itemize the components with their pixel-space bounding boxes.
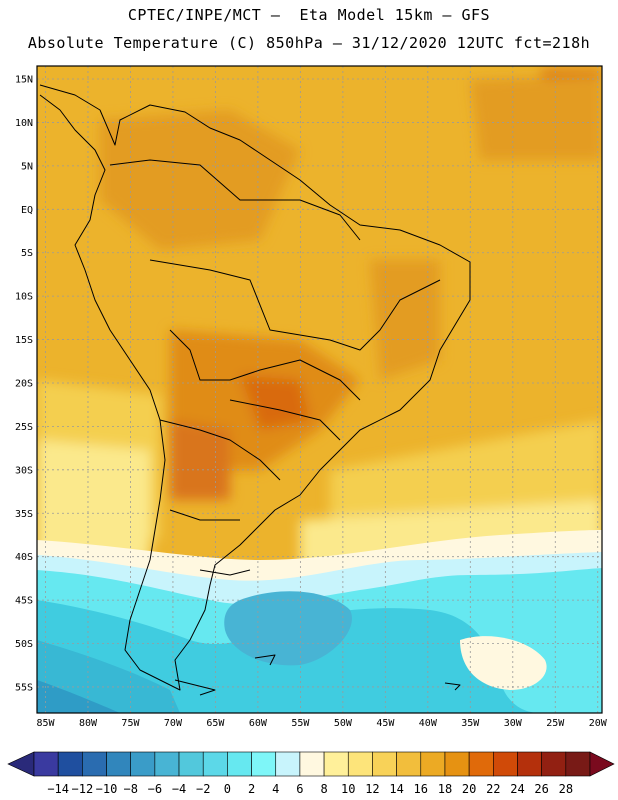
coastlines (39, 84, 471, 696)
colorbar-swatch (299, 751, 325, 777)
lat-label: 15N (15, 75, 33, 86)
lon-label: 45W (376, 718, 395, 729)
lat-label: 5N (21, 161, 33, 172)
lon-label: 70W (164, 718, 183, 729)
colorbar-label: 22 (486, 782, 500, 796)
colorbar-swatch (33, 751, 59, 777)
colorbar-label: −10 (96, 782, 118, 796)
lon-label: 55W (291, 718, 310, 729)
colorbar-high-arrow (589, 751, 615, 777)
lat-label: 35S (15, 509, 33, 520)
graticule (37, 66, 602, 713)
colorbar-label: −12 (72, 782, 94, 796)
lat-label: 5S (21, 248, 33, 259)
temperature-field (37, 66, 602, 713)
colorbar-swatch (130, 751, 156, 777)
lat-label: 15S (15, 335, 33, 346)
lat-label: 10N (15, 118, 33, 129)
colorbar-label: 16 (414, 782, 428, 796)
colorbar-label: 24 (510, 782, 524, 796)
colorbar-swatch (396, 751, 422, 777)
colorbar-swatch (493, 751, 518, 777)
lon-label: 50W (334, 718, 353, 729)
lon-label: 35W (461, 718, 480, 729)
colorbar-label: −8 (123, 782, 137, 796)
colorbar-swatch (517, 751, 542, 777)
colorbar-label: −14 (47, 782, 69, 796)
longitude-labels: 85W 80W 75W 70W 65W 60W 55W 50W 45W 40W 35W 30W 25W 2… (36, 718, 607, 729)
map-title-variable: Absolute Temperature (C) 850hPa – 31/12/… (27, 34, 591, 52)
map-frame (36, 65, 603, 714)
lat-label: 45S (15, 596, 33, 607)
lat-label: EQ (21, 205, 33, 216)
colorbar-swatch (251, 751, 277, 777)
lon-label: 40W (419, 718, 438, 729)
colorbar-label: −2 (196, 782, 210, 796)
colorbar-swatch (565, 751, 591, 777)
colorbar-swatch (227, 751, 252, 777)
colorbar-label: −6 (148, 782, 162, 796)
latitude-labels: 15N 10N 5N EQ 5S 10S 15S 20S 25S 30S 35S 40S 45S 50S 5… (15, 75, 33, 694)
colorbar-label: 0 (224, 782, 231, 796)
colorbar-swatch (178, 751, 204, 777)
colorbar-label: 10 (341, 782, 355, 796)
colorbar-label: −4 (172, 782, 186, 796)
colorbar-label: 20 (462, 782, 476, 796)
lat-label: 25S (15, 422, 33, 433)
lon-label: 20W (589, 718, 608, 729)
colorbar-swatch (444, 751, 470, 777)
colorbar: −14 −12 −10 −8 −6 −4 −2 0 2 4 6 8 10 12 14 16 18 20 22 24 26… (7, 751, 615, 796)
lon-label: 80W (79, 718, 98, 729)
lat-label: 50S (15, 639, 33, 650)
colorbar-swatch (541, 751, 567, 777)
colorbar-swatch (323, 751, 349, 777)
colorbar-low-arrow (7, 751, 35, 777)
colorbar-swatch (154, 751, 180, 777)
colorbar-swatch (57, 751, 83, 777)
colorbar-swatch (82, 751, 107, 777)
lat-label: 40S (15, 552, 33, 563)
colorbar-label: 12 (365, 782, 379, 796)
colorbar-label: 18 (438, 782, 452, 796)
lon-label: 65W (206, 718, 225, 729)
lon-label: 75W (121, 718, 140, 729)
colorbar-swatch (106, 751, 131, 777)
lon-label: 25W (546, 718, 565, 729)
lon-label: 30W (504, 718, 523, 729)
lat-label: 10S (15, 292, 33, 303)
colorbar-swatch (347, 751, 373, 777)
colorbar-label: 26 (534, 782, 548, 796)
lat-label: 30S (15, 465, 33, 476)
colorbar-label: 6 (296, 782, 303, 796)
colorbar-label: 2 (248, 782, 255, 796)
lon-label: 60W (249, 718, 268, 729)
colorbar-swatch (202, 751, 228, 777)
lat-label: 20S (15, 378, 33, 389)
colorbar-swatch (468, 751, 494, 777)
colorbar-label: 14 (389, 782, 403, 796)
map-title-model: CPTEC/INPE/MCT – Eta Model 15km – GFS (127, 6, 491, 24)
lat-label: 55S (15, 682, 33, 693)
colorbar-swatch (275, 751, 301, 777)
lon-label: 85W (36, 718, 55, 729)
colorbar-swatch (420, 751, 446, 777)
colorbar-label: 28 (559, 782, 573, 796)
colorbar-label: 4 (272, 782, 279, 796)
colorbar-label: 8 (320, 782, 327, 796)
colorbar-swatch (372, 751, 397, 777)
